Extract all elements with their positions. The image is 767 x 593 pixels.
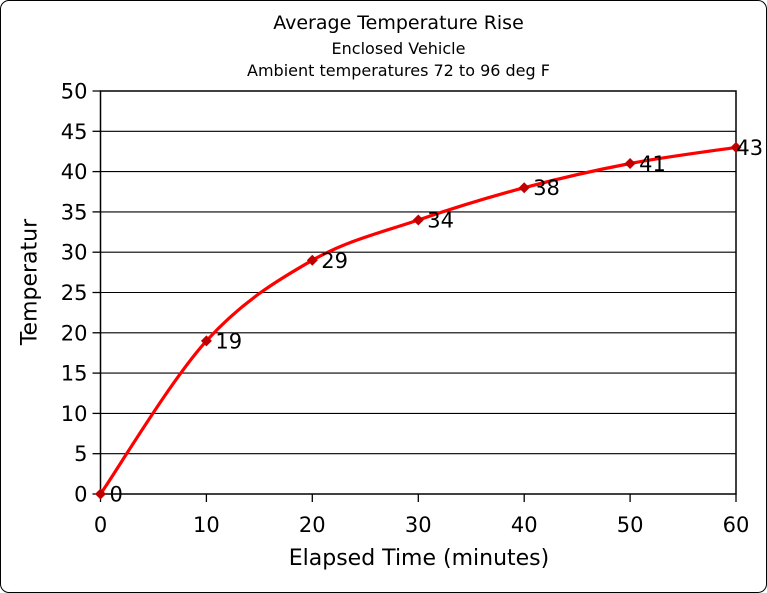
x-tick-label: 50 [617, 513, 644, 537]
data-point-marker [624, 158, 636, 169]
data-point-marker [518, 182, 530, 194]
data-point-label: 0 [110, 483, 123, 507]
data-point-label: 43 [736, 136, 763, 160]
y-tick-label: 45 [61, 120, 88, 144]
temperature-series-line [99, 145, 737, 495]
chart-annotation: Ambient temperatures 72 to 96 deg F [247, 61, 550, 80]
data-point-marker [306, 254, 318, 266]
x-tick-label: 0 [94, 513, 107, 537]
y-tick-label: 50 [61, 80, 88, 104]
x-tick-label: 10 [193, 513, 220, 537]
x-tick-label: 60 [723, 513, 750, 537]
chart-subtitle: Enclosed Vehicle [331, 39, 466, 58]
y-tick-label: 0 [74, 483, 87, 507]
x-tick-label: 30 [405, 513, 432, 537]
chart-title: Average Temperature Rise [273, 12, 524, 34]
data-point-marker [95, 488, 106, 500]
data-point-label: 38 [533, 176, 560, 200]
y-tick-label: 10 [61, 402, 88, 426]
x-tick-label: 40 [511, 513, 538, 537]
data-point-marker [412, 214, 424, 226]
y-tick-label: 40 [61, 160, 88, 184]
x-tick-label: 20 [299, 513, 326, 537]
y-tick-label: 20 [61, 321, 88, 345]
data-point-label: 41 [639, 152, 666, 176]
y-tick-label: 35 [61, 200, 88, 224]
data-point-label: 34 [427, 209, 454, 233]
y-tick-label: 5 [74, 442, 87, 466]
data-point-marker [730, 141, 742, 153]
data-point-label: 29 [321, 249, 348, 273]
y-tick-label: 30 [61, 241, 88, 265]
data-point-label: 19 [215, 329, 242, 353]
x-axis-title: Elapsed Time (minutes) [288, 546, 550, 571]
y-tick-label: 25 [61, 281, 88, 305]
y-tick-label: 15 [61, 362, 88, 386]
y-axis-title: Temperatur [17, 218, 43, 346]
data-point-marker [200, 335, 212, 347]
